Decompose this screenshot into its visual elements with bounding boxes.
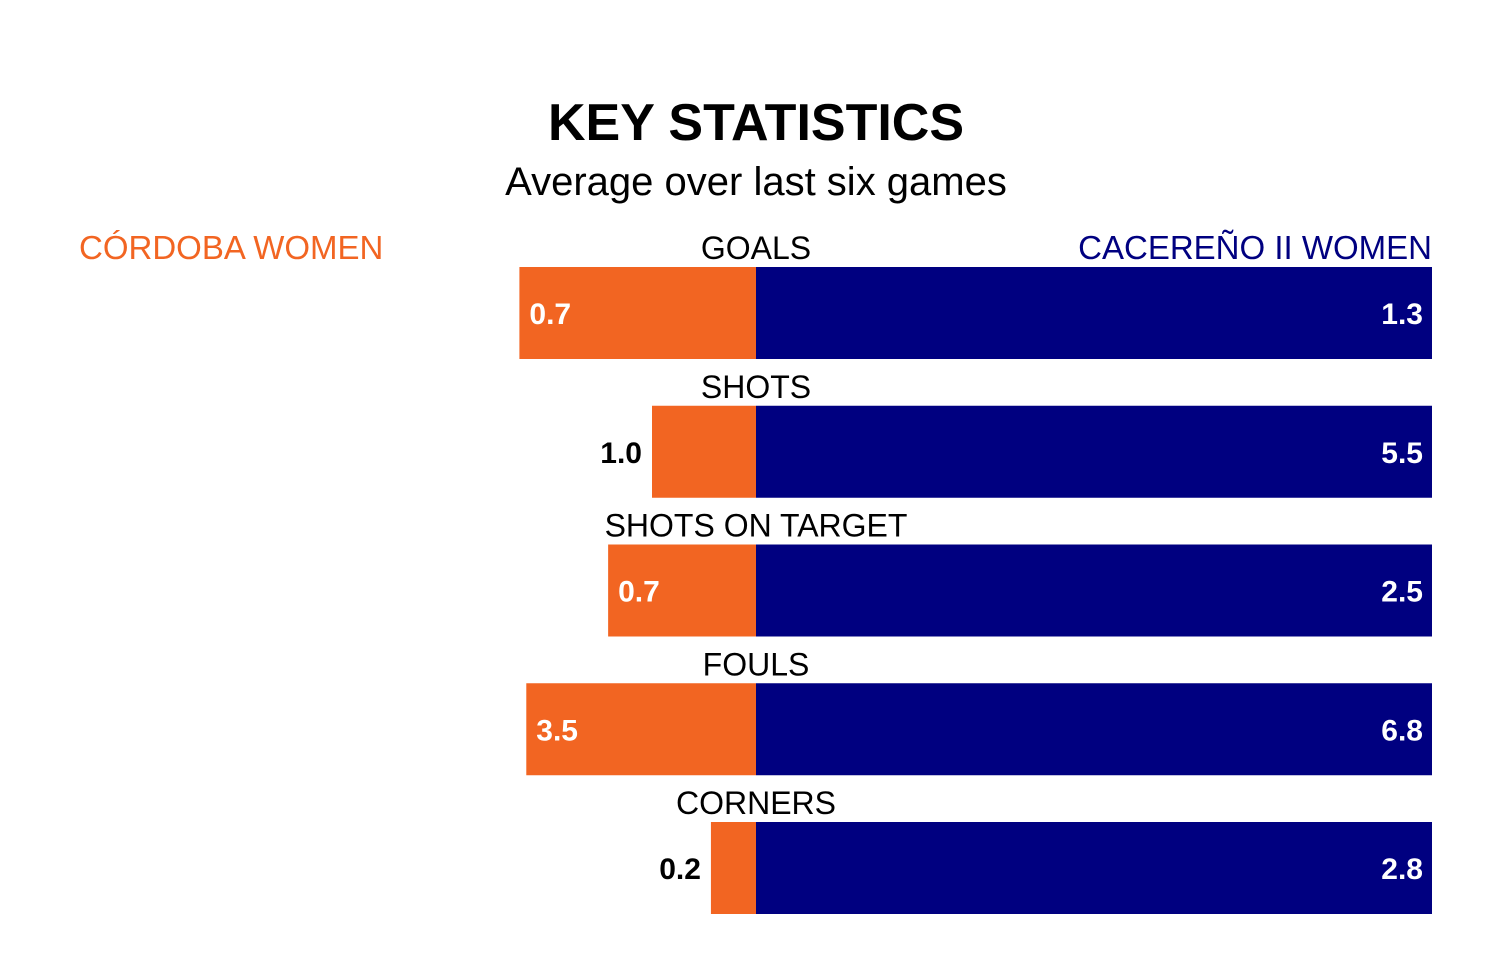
category-label-corners: CORNERS — [676, 785, 836, 821]
category-label-shots: SHOTS — [701, 369, 811, 405]
bar-home-corners — [710, 822, 756, 914]
value-label-home-fouls: 3.5 — [536, 714, 578, 747]
bar-home-shots — [652, 405, 756, 498]
bar-home-goals — [519, 267, 756, 359]
bar-away-fouls — [756, 683, 1432, 776]
chart-subtitle: Average over last six games — [505, 160, 1007, 204]
chart-title: KEY STATISTICS — [548, 94, 964, 152]
home-team-label: CÓRDOBA WOMEN — [79, 229, 383, 266]
bar-away-shots-on-target — [756, 544, 1432, 637]
stat-row-fouls: FOULS 6.8 3.5 — [526, 646, 1432, 776]
value-label-home-goals: 0.7 — [529, 298, 571, 331]
value-label-away-corners: 2.8 — [1381, 853, 1423, 886]
value-label-away-shots-on-target: 2.5 — [1381, 576, 1423, 609]
value-label-away-goals: 1.3 — [1381, 298, 1423, 331]
stat-row-goals: GOALS 1.3 0.7 — [519, 230, 1432, 359]
bar-away-goals — [756, 267, 1432, 359]
value-label-home-corners: 0.2 — [659, 853, 701, 886]
value-label-away-fouls: 6.8 — [1381, 714, 1423, 747]
value-label-away-shots: 5.5 — [1381, 437, 1423, 470]
category-label-shots-on-target: SHOTS ON TARGET — [605, 508, 908, 544]
stat-row-shots-on-target: SHOTS ON TARGET 2.5 0.7 — [605, 508, 1432, 637]
bar-away-shots — [756, 405, 1432, 498]
value-label-home-shots-on-target: 0.7 — [618, 576, 660, 609]
category-label-fouls: FOULS — [703, 646, 810, 682]
bar-away-corners — [756, 822, 1432, 914]
bar-home-shots-on-target — [608, 544, 756, 637]
chart-rows: GOALS 1.3 0.7 SHOTS 5.5 1.0 SHOTS ON TARGET 2.5… — [519, 230, 1432, 914]
away-team-label: CACEREÑO II WOMEN — [1078, 229, 1432, 266]
value-label-home-shots: 1.0 — [600, 437, 642, 470]
bar-home-fouls — [526, 683, 756, 776]
stat-row-corners: CORNERS 2.8 0.2 — [659, 785, 1432, 914]
stat-row-shots: SHOTS 5.5 1.0 — [600, 369, 1432, 498]
category-label-goals: GOALS — [701, 230, 811, 266]
